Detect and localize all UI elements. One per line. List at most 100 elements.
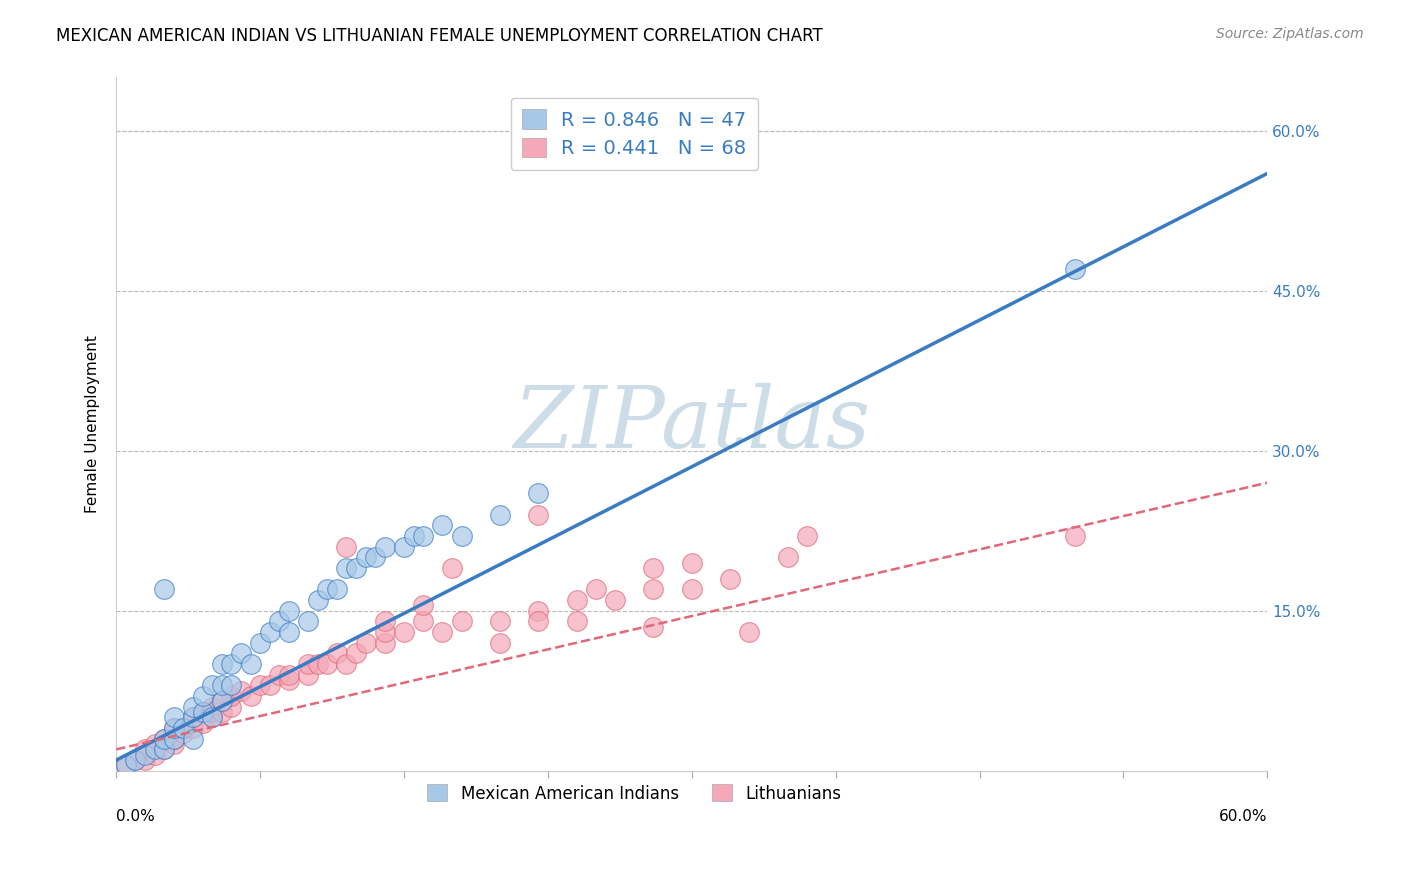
Point (402, 529, 425, 543)
Point (326, 582, 349, 597)
Point (201, 710, 224, 724)
Point (239, 657, 262, 671)
Point (221, 689, 243, 703)
Point (163, 737, 186, 751)
Point (643, 620, 665, 634)
Point (115, 758, 138, 772)
Point (344, 646, 367, 660)
Point (335, 657, 357, 671)
Y-axis label: Female Unemployment: Female Unemployment (86, 335, 100, 513)
Point (259, 678, 281, 692)
Point (354, 550, 377, 565)
Point (374, 615, 396, 629)
Point (603, 593, 626, 607)
Point (1064, 262, 1087, 277)
Point (1064, 529, 1087, 543)
Point (191, 705, 214, 719)
Point (163, 721, 186, 735)
Point (181, 699, 204, 714)
Point (172, 726, 194, 740)
Point (181, 721, 204, 735)
Point (344, 561, 367, 575)
Point (191, 705, 214, 719)
Point (307, 657, 329, 671)
Text: Source: ZipAtlas.com: Source: ZipAtlas.com (1216, 27, 1364, 41)
Point (432, 518, 454, 533)
Point (124, 753, 146, 767)
Point (440, 561, 463, 575)
Point (221, 678, 243, 692)
Point (153, 582, 176, 597)
Point (565, 615, 588, 629)
Point (259, 625, 281, 640)
Point (143, 737, 166, 751)
Point (163, 710, 186, 724)
Point (681, 556, 703, 570)
Point (143, 742, 166, 756)
Point (392, 540, 415, 554)
Point (307, 593, 329, 607)
Point (412, 615, 434, 629)
Point (181, 710, 204, 724)
Point (718, 572, 741, 586)
Point (163, 731, 186, 746)
Text: 60.0%: 60.0% (1219, 809, 1267, 824)
Point (134, 753, 156, 767)
Point (201, 699, 224, 714)
Point (211, 657, 233, 671)
Point (489, 636, 512, 650)
Point (201, 678, 224, 692)
Point (277, 604, 299, 618)
Point (191, 689, 214, 703)
Point (153, 731, 176, 746)
Point (776, 550, 799, 565)
Point (374, 625, 396, 640)
Point (489, 508, 512, 522)
Point (239, 689, 262, 703)
Point (211, 678, 233, 692)
Point (181, 710, 204, 724)
Point (211, 694, 233, 708)
Point (681, 582, 703, 597)
Point (527, 486, 550, 500)
Point (134, 742, 156, 756)
Point (163, 721, 186, 735)
Point (326, 646, 349, 660)
Point (249, 678, 271, 692)
Point (153, 742, 176, 756)
Point (269, 667, 291, 681)
Point (450, 529, 472, 543)
Point (124, 753, 146, 767)
Point (153, 742, 176, 756)
Point (335, 561, 357, 575)
Point (221, 657, 243, 671)
Point (269, 615, 291, 629)
Point (565, 593, 588, 607)
Point (201, 710, 224, 724)
Point (153, 731, 176, 746)
Point (211, 694, 233, 708)
Point (181, 731, 204, 746)
Point (211, 705, 233, 719)
Point (527, 508, 550, 522)
Point (297, 667, 319, 681)
Point (392, 625, 415, 640)
Point (643, 582, 665, 597)
Point (143, 747, 166, 762)
Point (412, 599, 434, 613)
Point (191, 715, 214, 730)
Point (277, 667, 299, 681)
Point (297, 615, 319, 629)
Text: 0.0%: 0.0% (117, 809, 155, 824)
Point (249, 636, 271, 650)
Point (643, 561, 665, 575)
Point (527, 615, 550, 629)
Point (450, 615, 472, 629)
Point (316, 582, 339, 597)
Text: ZIPatlas: ZIPatlas (513, 383, 870, 466)
Point (585, 582, 607, 597)
Point (432, 625, 454, 640)
Point (221, 699, 243, 714)
Point (201, 705, 224, 719)
Point (412, 529, 434, 543)
